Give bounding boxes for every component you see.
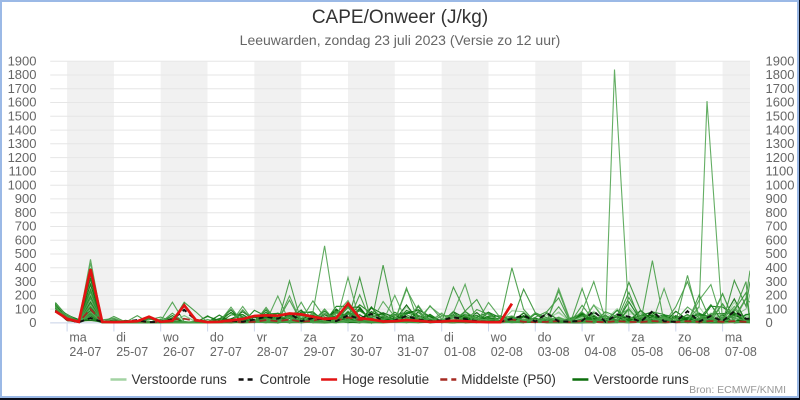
svg-text:26-07: 26-07 — [163, 345, 195, 359]
svg-text:1700: 1700 — [766, 81, 795, 96]
svg-text:1500: 1500 — [8, 109, 37, 124]
svg-text:01-08: 01-08 — [444, 345, 476, 359]
svg-text:900: 900 — [766, 191, 788, 206]
svg-text:700: 700 — [766, 219, 788, 234]
svg-text:ma: ma — [397, 331, 414, 345]
svg-text:1700: 1700 — [8, 81, 37, 96]
svg-text:Leeuwarden, zondag 23 juli 202: Leeuwarden, zondag 23 juli 2023 (Versie … — [240, 32, 561, 48]
svg-text:31-07: 31-07 — [397, 345, 429, 359]
svg-text:30-07: 30-07 — [350, 345, 382, 359]
svg-text:1800: 1800 — [766, 67, 795, 82]
svg-text:1300: 1300 — [766, 136, 795, 151]
svg-text:Verstoorde runs: Verstoorde runs — [593, 372, 689, 387]
svg-text:za: za — [631, 331, 644, 345]
svg-text:600: 600 — [15, 233, 37, 248]
svg-text:800: 800 — [766, 205, 788, 220]
svg-text:do: do — [210, 331, 224, 345]
svg-text:02-08: 02-08 — [491, 345, 523, 359]
svg-text:do: do — [538, 331, 552, 345]
svg-text:0: 0 — [766, 315, 773, 330]
svg-text:500: 500 — [766, 246, 788, 261]
svg-text:600: 600 — [766, 233, 788, 248]
svg-text:25-07: 25-07 — [116, 345, 148, 359]
svg-text:300: 300 — [15, 274, 37, 289]
svg-text:di: di — [116, 331, 126, 345]
svg-text:vr: vr — [584, 331, 594, 345]
svg-text:1000: 1000 — [766, 177, 795, 192]
svg-text:28-07: 28-07 — [257, 345, 289, 359]
svg-text:300: 300 — [766, 274, 788, 289]
svg-text:400: 400 — [15, 260, 37, 275]
svg-text:200: 200 — [766, 288, 788, 303]
svg-text:zo: zo — [350, 331, 363, 345]
svg-text:500: 500 — [15, 246, 37, 261]
svg-text:ma: ma — [725, 331, 742, 345]
svg-text:1900: 1900 — [766, 53, 795, 68]
svg-text:1400: 1400 — [8, 122, 37, 137]
svg-text:27-07: 27-07 — [210, 345, 242, 359]
svg-text:24-07: 24-07 — [69, 345, 101, 359]
svg-text:CAPE/Onweer (J/kg): CAPE/Onweer (J/kg) — [312, 7, 488, 28]
svg-text:29-07: 29-07 — [304, 345, 336, 359]
svg-text:900: 900 — [15, 191, 37, 206]
svg-text:1600: 1600 — [766, 95, 795, 110]
svg-text:wo: wo — [162, 331, 179, 345]
svg-text:800: 800 — [15, 205, 37, 220]
svg-text:zo: zo — [678, 331, 691, 345]
svg-text:07-08: 07-08 — [725, 345, 757, 359]
svg-text:0: 0 — [29, 315, 36, 330]
svg-text:1100: 1100 — [766, 164, 794, 179]
svg-text:400: 400 — [766, 260, 788, 275]
svg-text:1500: 1500 — [766, 109, 795, 124]
svg-text:1900: 1900 — [8, 53, 37, 68]
svg-text:06-08: 06-08 — [678, 345, 710, 359]
svg-text:vr: vr — [257, 331, 267, 345]
svg-text:1000: 1000 — [8, 177, 37, 192]
svg-text:wo: wo — [490, 331, 507, 345]
svg-text:1200: 1200 — [8, 150, 37, 165]
svg-text:za: za — [304, 331, 317, 345]
svg-text:ma: ma — [69, 331, 86, 345]
svg-text:Hoge resolutie: Hoge resolutie — [342, 372, 429, 387]
svg-text:1600: 1600 — [8, 95, 37, 110]
svg-text:03-08: 03-08 — [538, 345, 570, 359]
svg-text:05-08: 05-08 — [631, 345, 663, 359]
svg-text:100: 100 — [15, 301, 37, 316]
svg-text:1300: 1300 — [8, 136, 37, 151]
svg-text:1100: 1100 — [9, 164, 37, 179]
svg-text:1400: 1400 — [766, 122, 795, 137]
svg-text:Controle: Controle — [260, 372, 311, 387]
svg-text:Bron: ECMWF/KNMI: Bron: ECMWF/KNMI — [689, 384, 786, 396]
svg-text:Verstoorde runs: Verstoorde runs — [132, 372, 228, 387]
svg-text:di: di — [444, 331, 454, 345]
svg-text:100: 100 — [766, 301, 788, 316]
svg-text:04-08: 04-08 — [584, 345, 616, 359]
svg-text:1200: 1200 — [766, 150, 795, 165]
svg-text:Middelste (P50): Middelste (P50) — [461, 372, 556, 387]
svg-text:1800: 1800 — [8, 67, 37, 82]
svg-text:200: 200 — [15, 288, 37, 303]
svg-text:700: 700 — [15, 219, 37, 234]
